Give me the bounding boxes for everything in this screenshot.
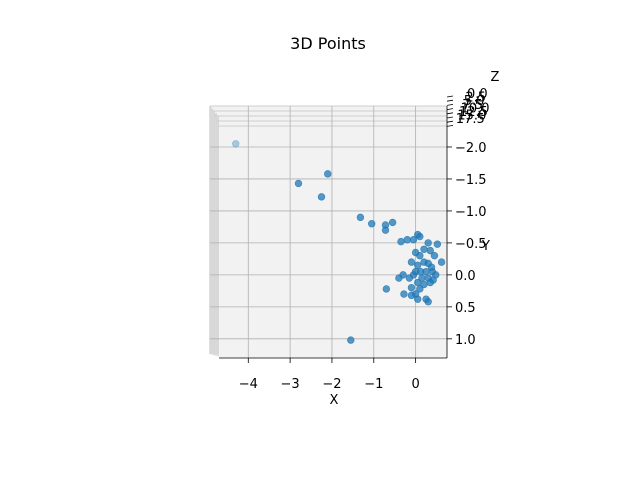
plot-pane	[209, 105, 447, 358]
y-tick-label: 0.0	[455, 269, 476, 284]
x-tick-label: −1	[364, 377, 383, 392]
z-tick	[446, 112, 454, 115]
data-point	[414, 261, 422, 269]
z-tick-label: 12.5	[459, 105, 488, 120]
data-point	[414, 295, 422, 303]
data-point	[430, 251, 439, 260]
y-tick-label: 1.0	[455, 333, 476, 348]
data-point	[420, 245, 428, 253]
y-tick-label: −2.0	[455, 141, 487, 156]
data-point	[388, 218, 397, 227]
z-tick	[446, 125, 454, 127]
x-tick-label: −4	[239, 377, 258, 392]
data-point	[317, 193, 326, 201]
y-tick-label: −1.5	[455, 173, 487, 188]
y-tick-label: −0.5	[455, 237, 487, 252]
y-tick-label: −1.0	[455, 205, 487, 220]
data-point	[382, 285, 391, 293]
data-point	[397, 237, 405, 246]
data-point	[426, 246, 434, 255]
z-tick-label: 2.5	[465, 91, 486, 106]
chart-title: 3D Points	[290, 34, 366, 53]
data-point	[437, 258, 446, 266]
data-point	[381, 226, 390, 234]
data-point	[324, 170, 332, 178]
data-point	[403, 236, 411, 244]
z-tick-label: 0.0	[467, 87, 488, 102]
z-tick	[446, 120, 454, 123]
z-tick-label: 17.5	[456, 112, 485, 127]
x-axis-label: X	[330, 393, 339, 408]
z-tick-label: 7.5	[462, 98, 483, 113]
z-tick	[446, 99, 454, 102]
axes: −4 −3 −2 −1 0−2.0−1.5−1.0−0.50.00.51.00.02.5…	[219, 87, 490, 392]
data-points	[232, 140, 446, 344]
data-point	[395, 274, 403, 282]
data-point	[424, 239, 432, 247]
z-tick	[446, 95, 454, 98]
z-tick	[446, 104, 454, 106]
z-axis-label: Z	[491, 70, 500, 85]
data-point	[426, 278, 434, 287]
data-point	[424, 298, 432, 306]
data-point	[367, 220, 376, 228]
z-tick-label: 10.0	[461, 101, 490, 116]
data-point	[416, 285, 424, 293]
x-tick-label: −3	[281, 377, 300, 392]
data-point	[422, 267, 430, 276]
y-tick-label: 0.5	[455, 301, 476, 316]
data-point	[416, 251, 424, 260]
data-point	[407, 291, 416, 300]
data-point	[409, 236, 418, 244]
data-point	[294, 179, 303, 188]
data-point	[400, 290, 408, 298]
z-tick	[446, 108, 454, 110]
data-point	[409, 271, 418, 279]
grid-lines	[210, 106, 447, 358]
data-point	[356, 213, 365, 222]
front-pane	[219, 131, 447, 358]
data-point	[416, 232, 424, 241]
z-tick	[446, 116, 454, 119]
data-point	[407, 258, 416, 266]
x-tick-label: −2	[322, 377, 341, 392]
y-axis-label: Y	[481, 239, 490, 254]
z-tick-label: 5.0	[464, 94, 485, 109]
data-point	[232, 140, 240, 148]
x-tick-label: 0	[411, 377, 419, 392]
data-point	[433, 240, 442, 248]
data-point	[414, 278, 422, 287]
z-tick-label: 15.0	[457, 109, 486, 124]
data-point	[407, 283, 416, 292]
data-point	[347, 336, 355, 344]
